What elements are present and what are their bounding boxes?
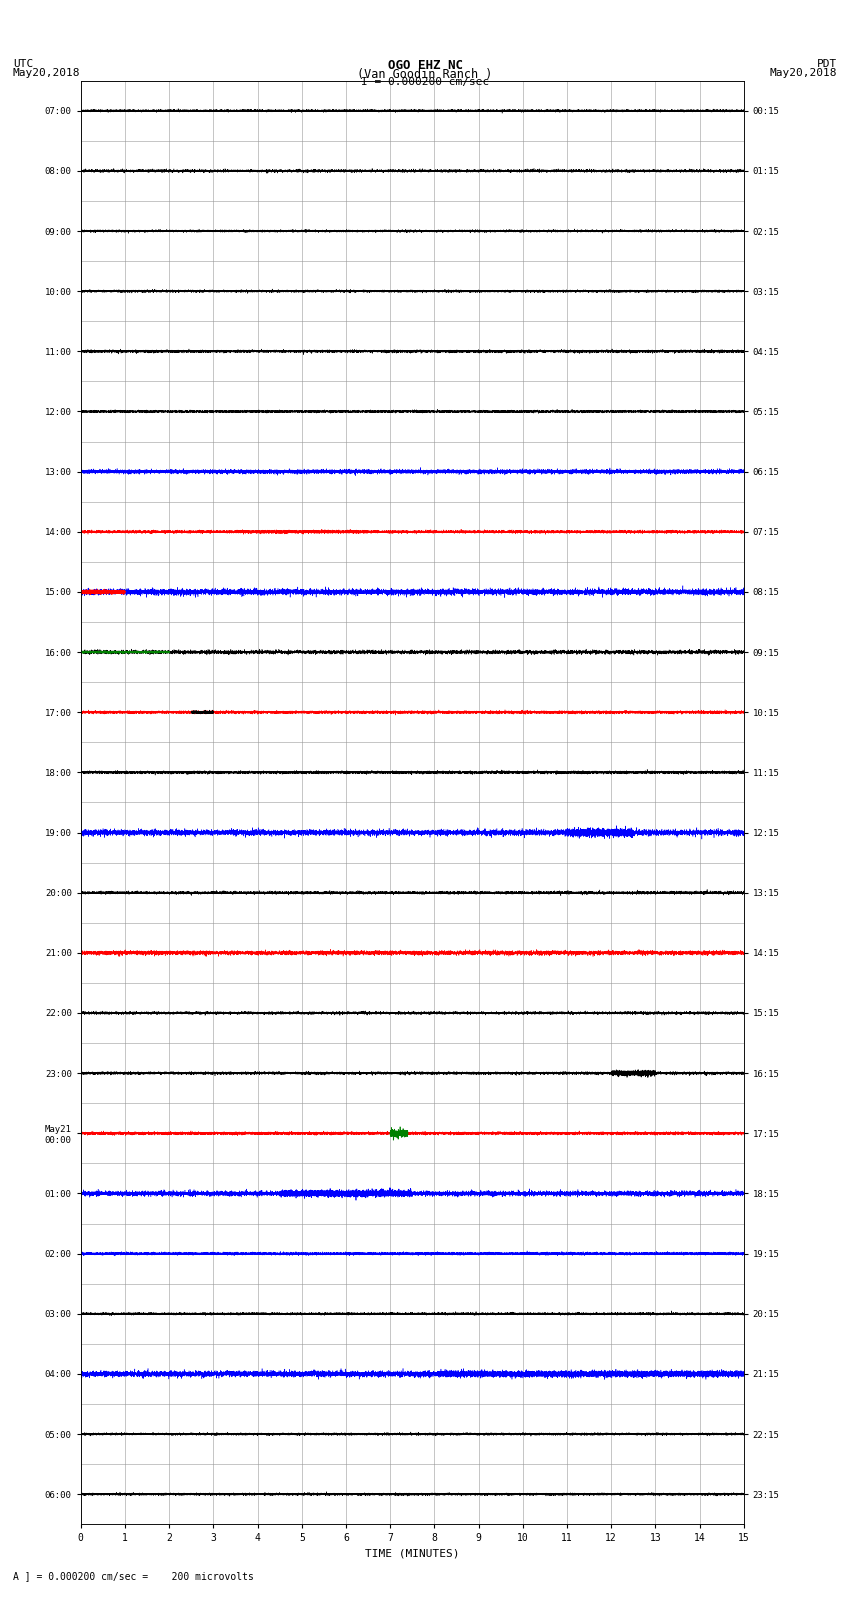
X-axis label: TIME (MINUTES): TIME (MINUTES) [365,1548,460,1558]
Text: I = 0.000200 cm/sec: I = 0.000200 cm/sec [361,77,489,87]
Text: May20,2018: May20,2018 [13,68,80,77]
Text: PDT: PDT [817,58,837,69]
Text: UTC: UTC [13,58,33,69]
Text: OGO EHZ NC: OGO EHZ NC [388,58,462,73]
Text: A ] = 0.000200 cm/sec =    200 microvolts: A ] = 0.000200 cm/sec = 200 microvolts [13,1571,253,1581]
Text: May20,2018: May20,2018 [770,68,837,77]
Text: (Van Goodin Ranch ): (Van Goodin Ranch ) [357,68,493,81]
